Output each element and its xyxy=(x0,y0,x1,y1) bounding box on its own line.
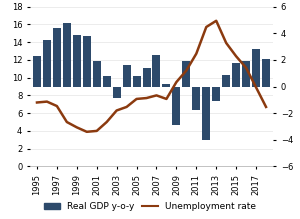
Bar xyxy=(152,55,160,87)
Bar xyxy=(202,87,210,140)
Bar xyxy=(103,76,111,87)
Bar xyxy=(192,87,200,111)
Legend: Real GDP y-o-y, Unemployment rate: Real GDP y-o-y, Unemployment rate xyxy=(40,198,260,214)
Bar xyxy=(123,65,130,87)
Bar xyxy=(63,23,71,87)
Bar xyxy=(43,40,51,87)
Bar xyxy=(212,87,220,101)
Bar xyxy=(83,36,91,87)
Bar xyxy=(262,58,270,87)
Bar xyxy=(142,68,151,87)
Bar xyxy=(53,28,61,87)
Bar xyxy=(133,76,140,87)
Bar xyxy=(33,56,41,87)
Bar xyxy=(93,61,101,87)
Bar xyxy=(222,74,230,87)
Bar xyxy=(252,49,260,87)
Bar xyxy=(232,63,240,87)
Bar xyxy=(242,61,250,87)
Bar xyxy=(172,87,180,125)
Bar xyxy=(182,61,190,87)
Bar xyxy=(163,84,170,87)
Bar xyxy=(73,35,81,87)
Bar xyxy=(113,87,121,99)
